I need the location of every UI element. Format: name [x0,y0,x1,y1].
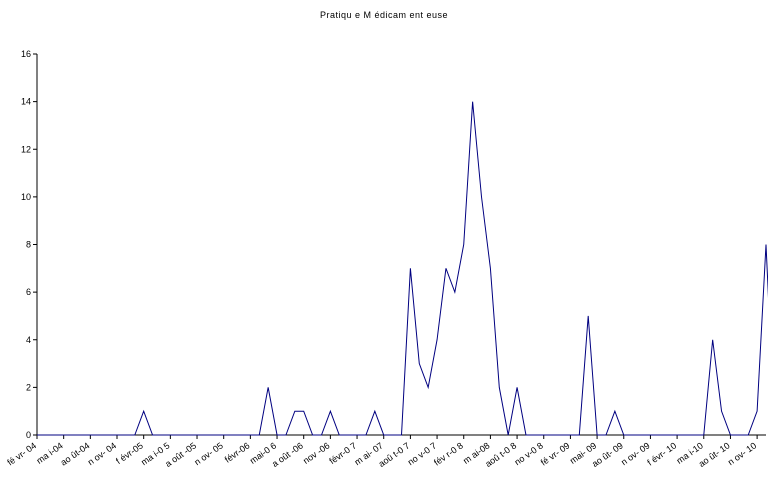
series-line-1 [37,101,768,436]
x-tick-label: fé vr- 04 [5,440,38,467]
x-tick-label: no v-0 7 [406,440,438,467]
y-tick-label: 6 [26,287,31,297]
x-tick-label: n ov- 04 [86,440,118,467]
y-tick-label: 12 [21,144,31,154]
x-tick-label: f évr- 10 [645,440,678,467]
y-tick-label: 2 [26,382,31,392]
x-tick-label: nov -06 [301,440,331,465]
x-tick-label: ao ût-04 [59,440,92,467]
y-tick-label: 16 [21,49,31,59]
x-tick-label: n ov- 10 [726,440,758,467]
x-tick-label: févr-06 [223,440,252,464]
y-tick-label: 0 [26,430,31,440]
x-tick-label: n ov- 09 [619,440,651,467]
x-tick-label: fé vr- 09 [539,440,572,467]
chart-title: Pratiqu e M édicam ent euse [319,10,449,20]
y-tick-label: 4 [26,335,31,345]
y-tick-label: 10 [21,192,31,202]
y-tick-label: 14 [21,97,31,107]
x-tick-label: fév r-0 8 [432,440,465,467]
x-tick-label: n ov- 05 [192,440,224,467]
y-tick-label: 8 [26,240,31,250]
x-tick-label: no v-0 8 [513,440,545,467]
